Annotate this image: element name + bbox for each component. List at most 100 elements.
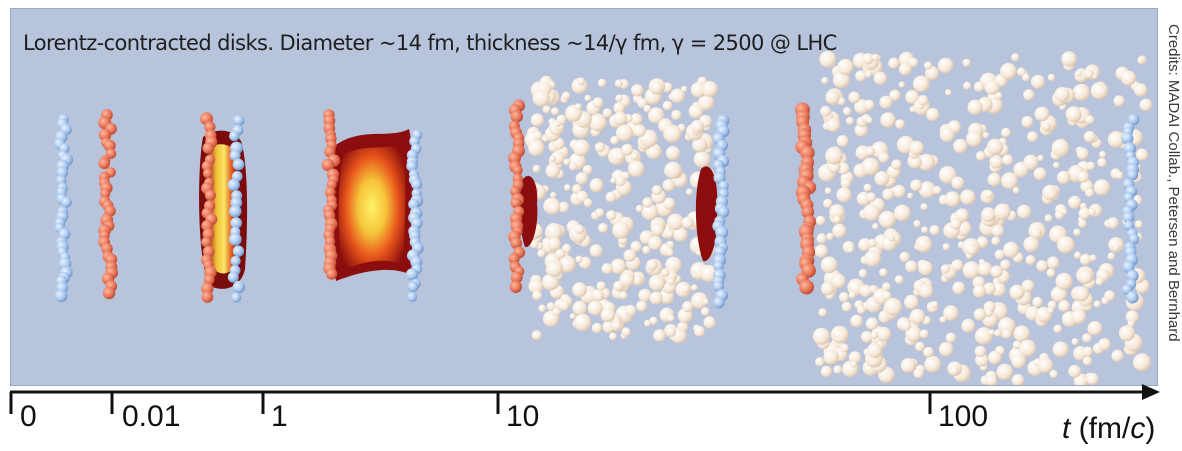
hadron	[1113, 95, 1125, 107]
hadron	[940, 264, 951, 274]
hadron	[888, 57, 900, 69]
nucleon-blue	[408, 198, 420, 210]
hadron	[910, 179, 923, 192]
hadron	[638, 288, 652, 302]
hadron	[584, 94, 592, 102]
axis-arrow	[1142, 384, 1160, 400]
hadron	[611, 320, 622, 331]
hadron	[821, 77, 829, 85]
hadron	[648, 274, 666, 291]
hadron	[1050, 286, 1067, 303]
hadron	[572, 282, 587, 298]
nucleon-blue	[233, 114, 245, 127]
hadron	[605, 191, 617, 203]
hadron	[893, 204, 911, 222]
hadron	[830, 325, 849, 344]
hadron	[529, 239, 539, 249]
hadron	[1118, 325, 1135, 342]
nucleon-red	[201, 282, 214, 295]
hadron	[918, 181, 936, 199]
hadron	[955, 208, 969, 222]
hadron	[1051, 139, 1070, 157]
hadron	[843, 107, 852, 116]
hadron	[569, 162, 578, 171]
hadron	[550, 192, 557, 199]
hadron	[564, 184, 571, 191]
nucleon-blue	[1127, 169, 1139, 181]
hadron	[610, 258, 627, 275]
hadron	[1042, 184, 1059, 201]
hadron	[1112, 244, 1120, 252]
hadron	[825, 146, 843, 165]
hadron	[832, 71, 850, 89]
hadron	[1093, 300, 1101, 308]
hadron	[838, 292, 850, 303]
plasma-fragment-right	[695, 166, 718, 262]
nucleon-blue	[1126, 269, 1139, 282]
hadron	[587, 300, 603, 316]
nucleon-blue	[227, 271, 239, 283]
hadron	[926, 108, 940, 122]
hadron	[905, 90, 920, 105]
hadron	[909, 140, 924, 156]
hadron	[572, 139, 590, 157]
hadron	[925, 66, 940, 81]
nucleon-red	[509, 280, 522, 293]
hadron	[923, 61, 933, 70]
hadron	[994, 91, 1003, 100]
hadron	[1074, 251, 1082, 259]
hadron	[960, 189, 976, 205]
hadron	[650, 82, 663, 94]
hadron	[892, 184, 906, 198]
nucleon-red	[510, 237, 522, 249]
hadron	[1083, 130, 1096, 143]
hadron	[919, 329, 929, 339]
hadron	[532, 164, 541, 173]
hadron	[642, 245, 651, 255]
hadron	[840, 178, 851, 189]
tick-label-1: 0.01	[122, 400, 181, 433]
hadron	[918, 260, 933, 276]
hadron	[562, 243, 572, 253]
hadron	[1049, 370, 1058, 379]
hadron	[667, 314, 675, 322]
hadron	[1084, 68, 1094, 79]
hadron	[1085, 115, 1095, 125]
hadron	[691, 292, 708, 309]
hadron	[815, 357, 825, 367]
hadron	[913, 220, 921, 228]
hadron	[912, 75, 930, 93]
hadron	[666, 277, 675, 286]
hadron	[1082, 346, 1093, 357]
visualization-panel: Lorentz-contracted disks. Diameter ~14 f…	[10, 8, 1158, 386]
hadron	[991, 236, 1001, 246]
nucleon-red	[510, 271, 523, 284]
hadron	[648, 236, 663, 251]
hadron	[939, 316, 947, 323]
hadron	[836, 187, 852, 203]
hadron	[1009, 284, 1025, 300]
hadron	[826, 118, 841, 132]
hadron	[939, 127, 955, 143]
hadron	[815, 215, 826, 226]
hadron	[542, 105, 551, 114]
hadron	[984, 80, 1000, 95]
hadron	[986, 138, 1004, 155]
hadron	[563, 158, 571, 166]
tick-label-4: 100	[938, 400, 989, 433]
nucleon-blue	[718, 180, 729, 192]
hadron	[576, 77, 585, 86]
hadron	[915, 235, 933, 253]
hadron	[555, 248, 566, 259]
hadron	[1054, 86, 1070, 103]
hadron	[905, 260, 918, 273]
nucleon-blue	[232, 158, 245, 171]
hadron	[589, 244, 603, 258]
hadron	[994, 249, 1005, 260]
hadron	[904, 294, 919, 310]
hadron	[602, 108, 612, 118]
nucleon-blue	[717, 206, 730, 218]
hadron	[1115, 171, 1124, 180]
hadron	[994, 203, 1011, 220]
